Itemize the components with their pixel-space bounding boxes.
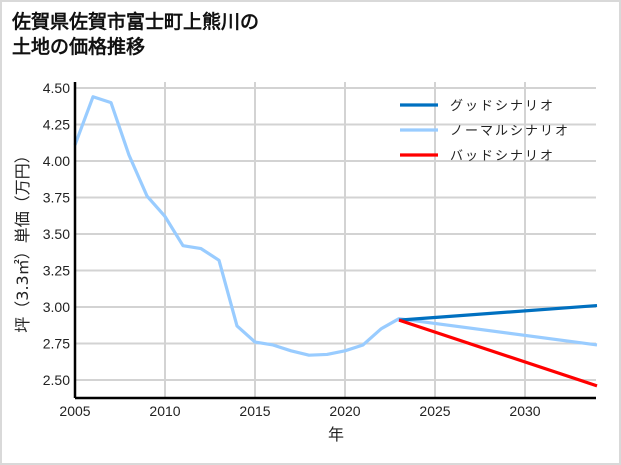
chart-title-line-1: 佐賀県佐賀市富士町上熊川の xyxy=(12,11,260,33)
x-tick-label: 2025 xyxy=(419,403,450,419)
chart-title-line-2: 土地の価格推移 xyxy=(12,36,146,58)
y-tick-label: 4.00 xyxy=(43,153,70,169)
legend-label: グッドシナリオ xyxy=(450,99,555,114)
grid-lines xyxy=(75,82,596,398)
y-tick-label: 4.25 xyxy=(43,117,70,133)
y-tick-label: 2.50 xyxy=(43,372,70,388)
data-series xyxy=(73,95,598,388)
y-tick-label: 3.75 xyxy=(43,190,70,206)
tick-labels: 2.50 2.75 3.00 3.25 3.50 3.75 4.00 4.25 4.50 2005… xyxy=(43,80,541,419)
x-tick-label: 2020 xyxy=(329,403,360,419)
series-line xyxy=(398,318,598,388)
axes xyxy=(73,82,596,400)
y-tick-label: 3.25 xyxy=(43,263,70,279)
chart-title: 佐賀県佐賀市富士町上熊川の 土地の価格推移 xyxy=(12,10,259,60)
y-axis-label: 坪（3.3㎡）単価（万円） xyxy=(13,147,32,332)
x-tick-label: 2030 xyxy=(509,403,540,419)
series-line xyxy=(398,303,598,322)
y-tick-label: 3.50 xyxy=(43,226,70,242)
series-line xyxy=(73,95,598,357)
legend-label: ノーマルシナリオ xyxy=(450,124,570,139)
legend-label: バッドシナリオ xyxy=(450,149,555,164)
x-axis-label: 年 xyxy=(328,425,344,444)
x-tick-label: 2005 xyxy=(59,403,90,419)
y-tick-label: 4.50 xyxy=(43,80,70,96)
y-tick-label: 2.75 xyxy=(43,336,70,352)
y-tick-label: 3.00 xyxy=(43,299,70,315)
x-tick-label: 2010 xyxy=(149,403,180,419)
x-tick-label: 2015 xyxy=(239,403,270,419)
